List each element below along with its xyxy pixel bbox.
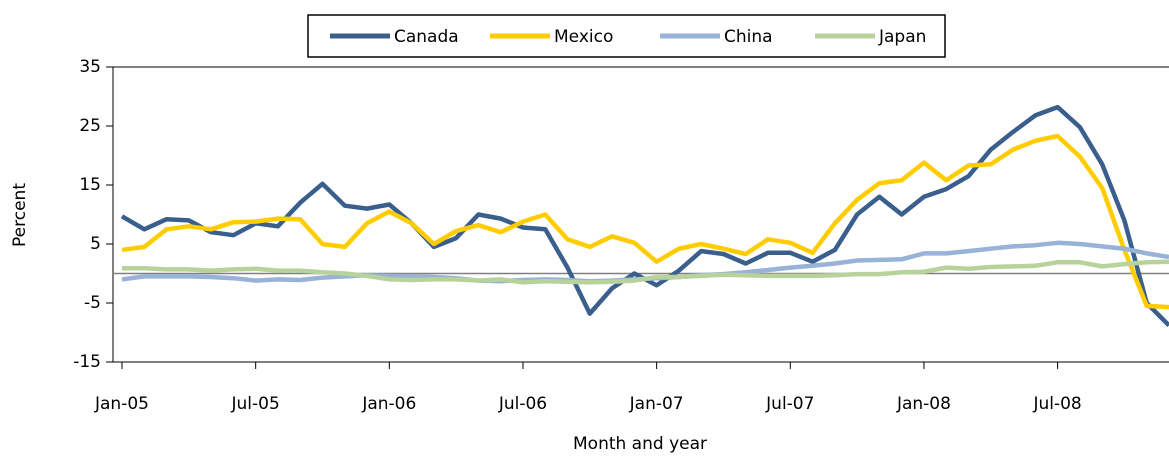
legend-label: Mexico [554,27,613,47]
x-tick-label: Jul-08 [1032,394,1081,414]
x-tick-label: Jan-05 [94,394,149,414]
y-tick-label: -15 [73,352,101,372]
y-tick-label: 5 [90,234,101,254]
plot-area [120,104,1169,327]
series-line [121,240,1169,284]
series-line [120,104,1169,327]
series-line [121,133,1169,310]
x-tick-label: Jul-05 [231,394,280,414]
x-tick-label: Jan-08 [896,394,951,414]
series-line [122,259,1169,285]
x-tick-label: Jul-06 [498,394,547,414]
legend-label: China [724,27,773,47]
y-tick-label: -5 [84,293,101,313]
legend-label: Japan [878,27,926,47]
legend-label: Canada [394,27,459,47]
x-tick-label: Jan-07 [629,394,684,414]
y-axis-label: Percent [10,183,30,247]
y-tick-label: 35 [79,57,101,77]
x-tick-label: Jan-06 [361,394,416,414]
x-tick-label: Jul-07 [765,394,814,414]
y-tick-label: 15 [79,175,101,195]
y-tick-label: 25 [79,116,101,136]
x-axis-label: Month and year [573,434,707,454]
